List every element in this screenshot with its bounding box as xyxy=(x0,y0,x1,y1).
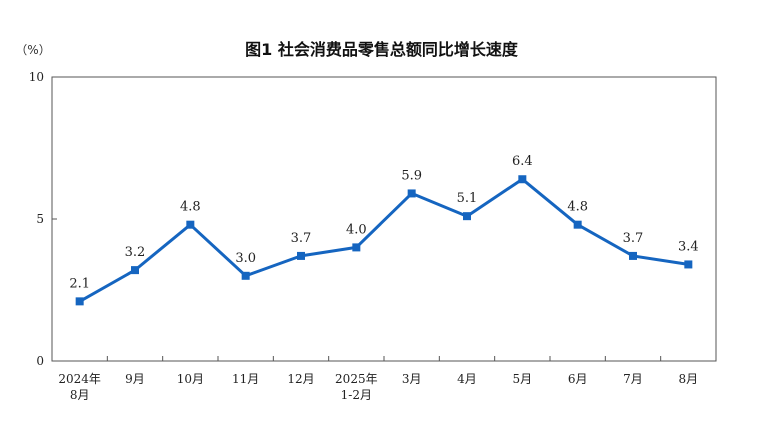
data-point xyxy=(241,271,250,280)
x-tick-label: 7月 xyxy=(623,372,643,386)
data-point xyxy=(684,260,693,269)
x-tick-label: 2025年 xyxy=(335,372,378,386)
data-label: 4.0 xyxy=(346,222,367,237)
x-tick-label: 10月 xyxy=(177,372,204,386)
x-tick-label: 12月 xyxy=(287,372,314,386)
data-label: 2.1 xyxy=(69,276,90,291)
data-label: 4.8 xyxy=(567,200,588,215)
y-tick-label: 10 xyxy=(29,70,44,84)
y-axis: 0 5 10 xyxy=(29,70,57,368)
x-tick-label: 4月 xyxy=(457,372,477,386)
chart-title: 图1 社会消费品零售总额同比增长速度 xyxy=(245,40,519,59)
data-point xyxy=(131,266,139,275)
x-tick-label: 8月 xyxy=(679,372,699,386)
x-tick-label: 8月 xyxy=(70,388,90,402)
y-axis-unit-label: （%） xyxy=(15,43,50,57)
data-point xyxy=(463,212,471,221)
x-tick-label: 3月 xyxy=(402,372,422,386)
data-label: 4.8 xyxy=(180,200,201,215)
data-label: 5.9 xyxy=(401,168,422,183)
data-label: 3.0 xyxy=(235,251,256,266)
data-label: 3.2 xyxy=(125,245,146,260)
data-label: 3.7 xyxy=(623,231,644,246)
data-point xyxy=(186,220,195,229)
x-axis: 2024年 8月 9月 10月 11月 12月 2025年 1-2月 3月 4月 5月 6月 7月 8月 xyxy=(58,356,698,402)
data-point xyxy=(352,243,361,252)
data-point xyxy=(75,297,84,306)
data-label: 3.4 xyxy=(678,239,699,254)
x-tick-label: 6月 xyxy=(568,372,588,386)
data-label: 3.7 xyxy=(291,231,312,246)
data-point xyxy=(629,251,637,260)
y-tick-label: 5 xyxy=(36,212,44,226)
series-line-group: 2.1 3.2 4.8 3.0 3.7 4.0 5.9 5.1 6.4 4.8 3.7 3.4 xyxy=(69,154,699,306)
data-point xyxy=(297,251,305,260)
data-point xyxy=(573,220,582,229)
data-point xyxy=(407,189,416,198)
x-tick-label: 5月 xyxy=(513,372,533,386)
series-line xyxy=(78,177,689,303)
x-tick-label: 11月 xyxy=(232,372,259,386)
x-tick-label: 9月 xyxy=(125,372,145,386)
x-tick-label: 2024年 xyxy=(58,372,101,386)
x-tick-label: 1-2月 xyxy=(341,388,372,402)
data-label: 6.4 xyxy=(512,154,533,169)
data-point xyxy=(518,175,527,184)
y-tick-label: 0 xyxy=(36,354,44,368)
data-label: 5.1 xyxy=(457,191,478,206)
